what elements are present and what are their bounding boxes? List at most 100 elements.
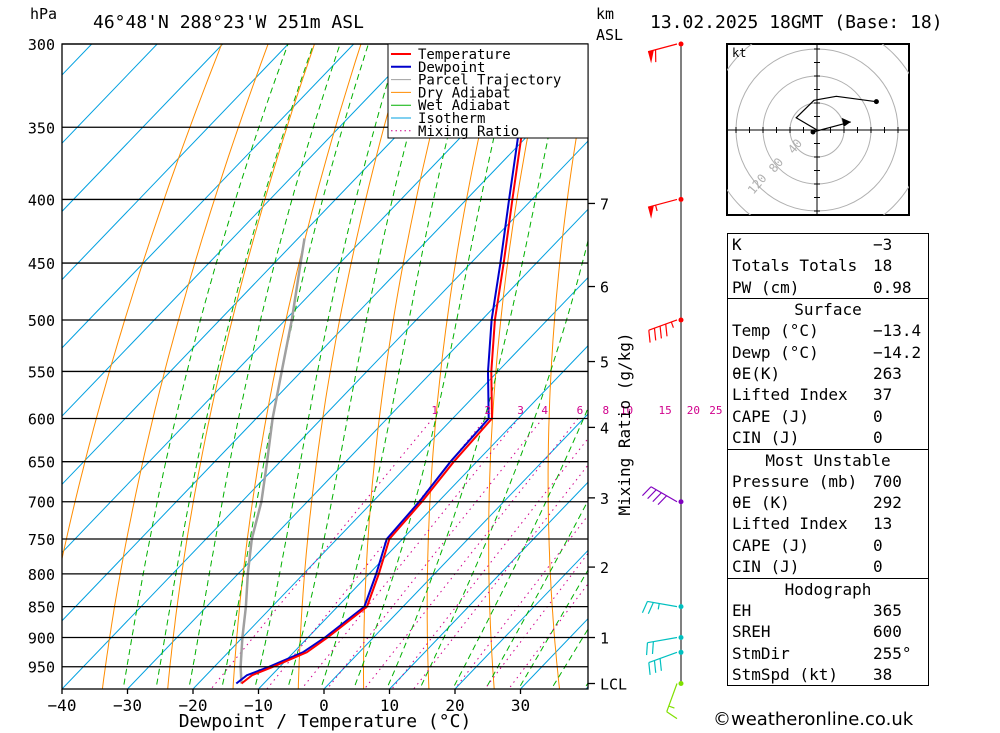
index-value: 600 xyxy=(873,622,902,642)
plot-frame xyxy=(61,43,589,690)
dry-adiabat-line xyxy=(917,44,1000,694)
isotherm-line xyxy=(258,345,588,689)
mixing-ratio-line xyxy=(484,552,588,689)
index-value: 0 xyxy=(873,557,883,577)
legend-label: Temperature xyxy=(418,47,511,63)
isotherm-line xyxy=(62,140,588,689)
wet-adiabat-line xyxy=(221,44,369,689)
wind-barb-half xyxy=(668,705,675,709)
wind-barb-staff xyxy=(650,486,678,503)
temperature-tick-label: 10 xyxy=(380,696,399,715)
index-label: CIN (J) xyxy=(732,428,800,448)
isotherm-line xyxy=(62,44,158,144)
wind-barb-full xyxy=(648,662,651,675)
wind-barb xyxy=(641,486,684,506)
legend-label: Isotherm xyxy=(418,111,485,127)
wind-barb-full xyxy=(657,495,668,506)
wind-barb-full xyxy=(653,328,657,341)
pressure-tick-label: 600 xyxy=(28,410,55,428)
index-value: 0.98 xyxy=(873,277,912,297)
wind-barb-half xyxy=(654,205,658,212)
wind-barb-full xyxy=(645,642,649,656)
axes: 3003504004505005506006507007508008509009… xyxy=(28,36,723,732)
index-label: PW (cm) xyxy=(732,277,800,297)
legend-label: Dewpoint xyxy=(418,60,485,76)
pressure-tick-label: 750 xyxy=(28,531,55,549)
legend-label: Dry Adiabat xyxy=(418,85,511,101)
pressure-tick-label: 800 xyxy=(28,566,55,584)
temperature-tick-label: 0 xyxy=(319,696,329,715)
dry-adiabat-line xyxy=(363,44,455,689)
mixing-ratio-label: 3 xyxy=(517,404,524,417)
index-label: CAPE (J) xyxy=(732,535,810,555)
index-label: Totals Totals xyxy=(732,256,858,276)
temperature-tick-label: −30 xyxy=(113,696,142,715)
indices-panel: K −3 Totals Totals 18 PW (cm) 0.98 Surface Te… xyxy=(727,233,929,687)
index-row: CIN (J) 0 xyxy=(728,556,928,577)
isotherm-line xyxy=(389,481,588,689)
mixing-ratio-line xyxy=(363,418,579,689)
isotherm-line xyxy=(127,208,588,689)
mixing-ratio-line xyxy=(300,418,519,689)
dry-adiabat-line xyxy=(964,44,1000,694)
height-tick-label: 1 xyxy=(600,630,609,648)
wind-barb-flag xyxy=(648,50,654,64)
dry-adiabat-line xyxy=(232,44,362,689)
index-label: θE(K) xyxy=(732,364,781,384)
wet-adiabat-line xyxy=(155,44,314,689)
index-row: StmDir 255° xyxy=(728,643,928,664)
wet-adiabat-line xyxy=(320,44,472,689)
wind-barb-dot xyxy=(678,41,684,47)
wind-barb-full xyxy=(641,486,652,497)
temperature-tick-label: 30 xyxy=(511,696,530,715)
wet-adiabat-line xyxy=(254,44,400,689)
index-row: θE (K) 292 xyxy=(728,492,928,513)
surface-title: Surface xyxy=(794,300,862,320)
index-label: StmDir xyxy=(732,643,790,663)
wind-barb-full xyxy=(651,641,654,655)
isotherm-line xyxy=(62,72,588,622)
mixing-ratio-label: 6 xyxy=(577,404,584,417)
isotherm-line xyxy=(454,549,588,689)
pressure-tick-label: 900 xyxy=(28,630,55,648)
mixing-ratio-label: 1 xyxy=(431,404,438,417)
index-value: −14.2 xyxy=(873,342,922,362)
height-tick-label: 2 xyxy=(600,559,609,577)
index-value: 365 xyxy=(873,600,902,620)
index-row: θE(K) 263 xyxy=(728,363,928,384)
hodograph-trace xyxy=(795,95,877,131)
header-text: hPa 46°48'N 288°23'W 251m ASL km ASL 13.02.2… xyxy=(30,5,943,44)
index-row: StmSpd (kt) 38 xyxy=(728,664,928,685)
copyright-notice[interactable]: ©weatheronline.co.uk xyxy=(713,709,914,730)
pressure-tick-label: 450 xyxy=(28,255,55,273)
legend-label: Parcel Trajectory xyxy=(418,73,561,89)
temperature-tick-label: 20 xyxy=(445,696,464,715)
index-label: K xyxy=(732,235,742,254)
dry-adiabat-line xyxy=(547,67,588,689)
wind-barb xyxy=(645,635,684,656)
plot-border xyxy=(61,43,589,690)
mixing-ratio-label: 2 xyxy=(484,404,491,417)
legend-box xyxy=(387,43,589,139)
hodograph-title: Hodograph xyxy=(784,579,872,599)
index-row: Totals Totals 18 xyxy=(728,255,928,276)
mixing-ratio-label: 4 xyxy=(541,404,548,417)
temperature-profile xyxy=(240,44,552,685)
index-value: 0 xyxy=(873,428,883,448)
wind-barb-staff xyxy=(648,319,678,331)
mixing-ratio-label: 8 xyxy=(603,404,610,417)
wind-barb-half xyxy=(657,603,660,610)
km-label: km xyxy=(596,5,614,23)
wind-barb-full xyxy=(659,658,662,671)
wind-barb-dot xyxy=(678,317,684,323)
mixing-ratio-line xyxy=(413,464,588,689)
mixing-ratio-label: 20 xyxy=(687,404,700,417)
hodograph-indices: Hodograph EH 365 SREH 600 StmDir 255° StmSpd (… xyxy=(728,579,928,686)
isotherm-line xyxy=(62,44,289,281)
index-label: Temp (°C) xyxy=(732,321,819,341)
wet-adiabat-line xyxy=(188,44,341,689)
wind-barb-full xyxy=(641,601,649,613)
